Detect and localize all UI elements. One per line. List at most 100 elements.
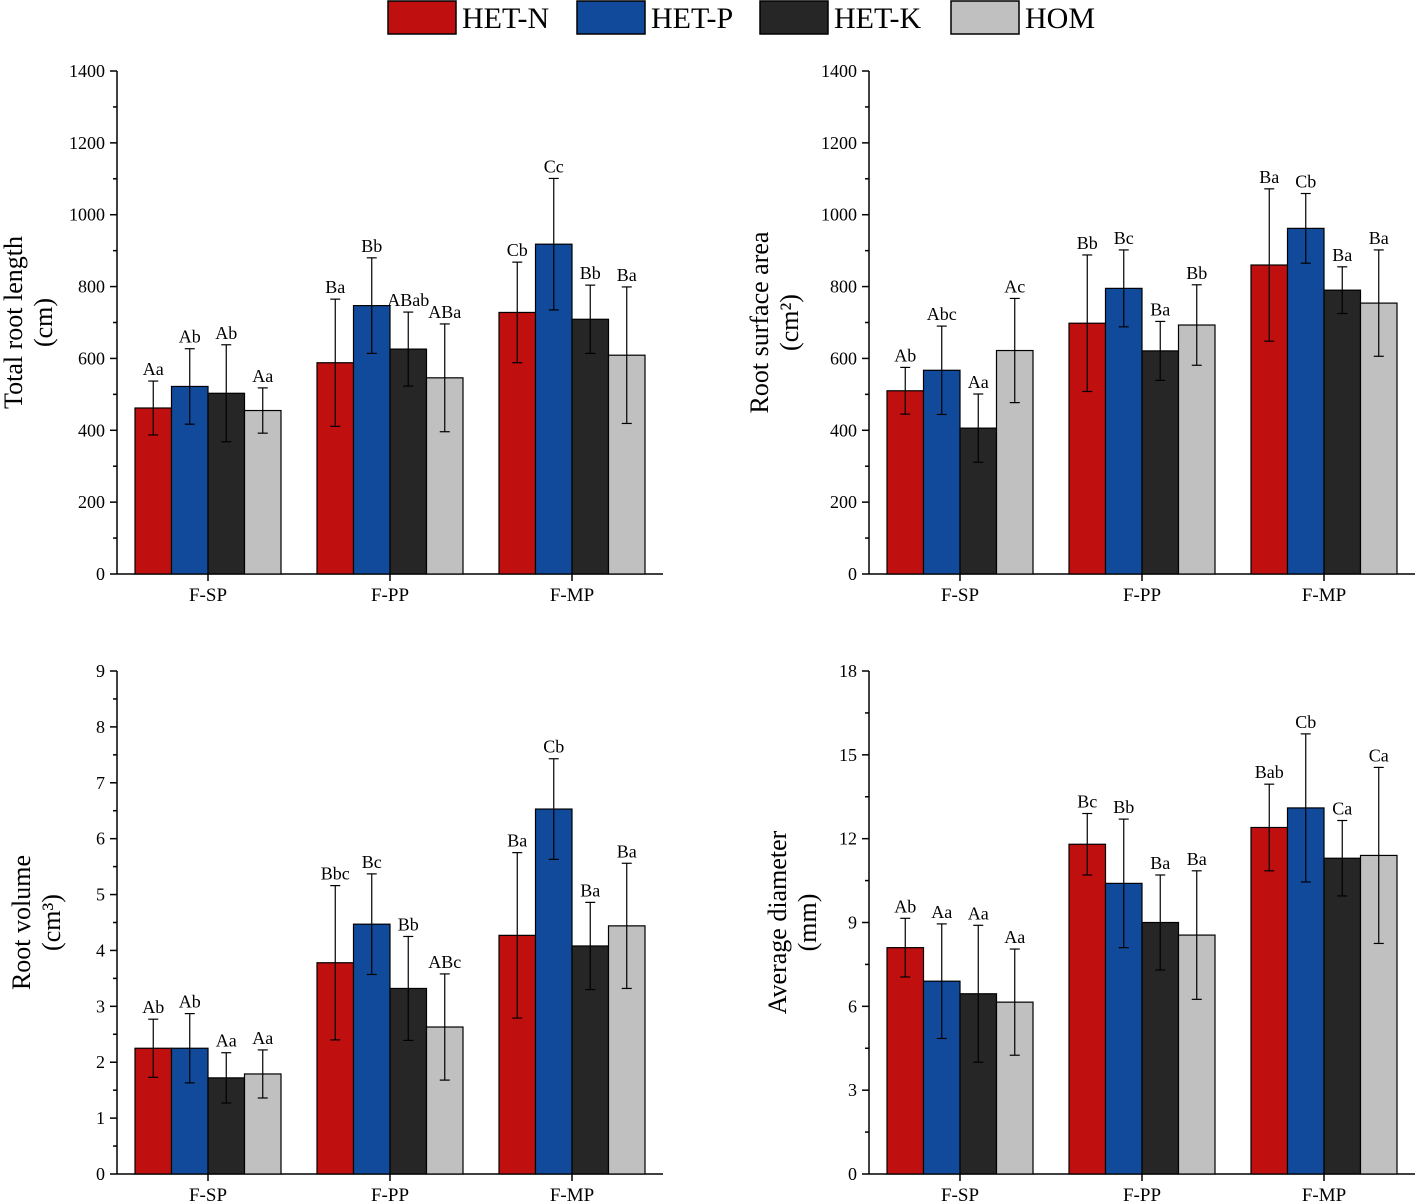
legend-item-hom: HOM: [950, 0, 1095, 35]
x-category-label-f-sp: F-SP: [941, 585, 979, 606]
bar-het-k-f-mp: [571, 318, 610, 575]
y-axis-unit: (cm): [29, 298, 58, 347]
significance-label: Aa: [968, 372, 989, 392]
y-tick-label: 0: [96, 1164, 105, 1184]
significance-label: Bc: [1114, 228, 1134, 248]
y-axis-title: Root volume: [7, 855, 36, 990]
y-tick-label: 400: [830, 420, 857, 440]
legend-label-hom: HOM: [1025, 2, 1095, 35]
significance-label: Cb: [507, 240, 528, 260]
legend-swatch-het-n: [387, 0, 457, 35]
significance-label: Cb: [543, 737, 564, 757]
bar-het-k-f-pp: [1141, 350, 1180, 575]
y-tick-label: 4: [96, 940, 105, 960]
y-tick-label: 8: [96, 717, 105, 737]
significance-label: Ba: [617, 841, 637, 861]
legend: HET-N HET-P HET-K HOM: [387, 0, 1095, 35]
significance-label: Cb: [1295, 172, 1316, 192]
significance-label: Ab: [894, 345, 916, 365]
significance-label: Aa: [143, 359, 164, 379]
significance-label: Ba: [325, 277, 345, 297]
significance-label: Ab: [894, 896, 916, 916]
significance-label: Ba: [580, 880, 600, 900]
bar-hom-f-sp: [243, 409, 282, 575]
significance-label: Bab: [1255, 762, 1284, 782]
y-axis-unit: (cm³): [37, 894, 66, 951]
x-category-label-f-pp: F-PP: [1123, 1185, 1161, 1202]
y-tick-label: 9: [848, 913, 857, 933]
x-category-label-f-mp: F-MP: [1302, 585, 1346, 606]
significance-label: Ac: [1004, 276, 1025, 296]
y-tick-label: 1000: [821, 205, 857, 225]
x-category-label-f-sp: F-SP: [189, 585, 227, 606]
bar-het-n-f-pp: [1068, 843, 1107, 1175]
y-axis-unit: (cm²): [775, 294, 804, 351]
legend-label-het-n: HET-N: [462, 2, 549, 35]
significance-label: Aa: [216, 1031, 237, 1051]
y-tick-label: 1: [96, 1108, 105, 1128]
y-tick-label: 1200: [69, 133, 105, 153]
bar-het-n-f-sp: [886, 390, 925, 575]
significance-label: ABc: [428, 952, 461, 972]
x-category-label-f-pp: F-PP: [371, 1185, 409, 1202]
bar-het-n-f-mp: [1250, 826, 1289, 1175]
x-category-label-f-sp: F-SP: [189, 1185, 227, 1202]
y-tick-label: 0: [848, 1164, 857, 1184]
significance-label: Bc: [362, 852, 382, 872]
significance-label: Ca: [1332, 799, 1352, 819]
panel-total-root-length: 0 200 400 600 800 1000 1200 1400 Total root leng…: [0, 61, 663, 606]
y-tick-label: 6: [96, 829, 105, 849]
legend-swatch-het-k: [759, 0, 829, 35]
legend-item-het-k: HET-K: [759, 0, 922, 35]
significance-label: Ab: [179, 327, 201, 347]
y-tick-label: 9: [96, 661, 105, 681]
significance-label: Aa: [252, 366, 273, 386]
x-category-label-f-pp: F-PP: [371, 585, 409, 606]
significance-label: Bb: [580, 263, 601, 283]
significance-label: Ba: [1369, 228, 1389, 248]
y-tick-label: 200: [830, 492, 857, 512]
legend-label-het-p: HET-P: [651, 2, 733, 35]
bar-hom-f-pp: [1177, 324, 1216, 575]
y-tick-label: 800: [830, 277, 857, 297]
y-axis-unit: (mm): [793, 894, 822, 952]
significance-label: Ba: [507, 831, 527, 851]
panel-root-volume: 0 1 2 3 4 5 6 7 8 9 Root volume (cm³) F-SP Ab Ab Aa Aa F-…: [7, 661, 663, 1202]
y-tick-label: 400: [78, 420, 105, 440]
y-tick-label: 600: [830, 348, 857, 368]
y-tick-label: 0: [96, 564, 105, 584]
significance-label: Cc: [544, 156, 564, 176]
y-tick-label: 3: [96, 996, 105, 1016]
legend-item-het-p: HET-P: [576, 0, 733, 35]
bar-het-k-f-mp: [1323, 289, 1362, 575]
significance-label: Ab: [215, 323, 237, 343]
significance-label: Bb: [398, 914, 419, 934]
significance-label: Ba: [1150, 299, 1170, 319]
panel-average-diameter: 0 3 6 9 12 15 18 Average diameter (mm) F-SP Ab Aa Aa…: [763, 661, 1415, 1202]
y-axis-title: Total root length: [0, 236, 28, 409]
y-tick-label: 1200: [821, 133, 857, 153]
y-tick-label: 600: [78, 348, 105, 368]
y-tick-label: 1400: [69, 61, 105, 81]
legend-item-het-n: HET-N: [387, 0, 549, 35]
significance-label: Ab: [142, 997, 164, 1017]
significance-label: Bb: [1186, 263, 1207, 283]
y-tick-label: 5: [96, 885, 105, 905]
y-tick-label: 3: [848, 1080, 857, 1100]
x-category-label-f-mp: F-MP: [550, 585, 594, 606]
y-tick-label: 12: [839, 829, 857, 849]
bar-het-p-f-pp: [1104, 287, 1143, 575]
bar-het-k-f-mp: [1323, 857, 1362, 1175]
significance-label: Ba: [1150, 853, 1170, 873]
legend-swatch-het-p: [576, 0, 646, 35]
y-tick-label: 18: [839, 661, 857, 681]
bar-het-p-f-mp: [534, 808, 573, 1175]
y-axis-title: Root surface area: [745, 231, 774, 413]
significance-label: Aa: [931, 902, 952, 922]
panel-root-surface-area: 0 200 400 600 800 1000 1200 1400 Root surface ar…: [745, 61, 1415, 606]
significance-label: Cb: [1295, 712, 1316, 732]
y-axis-title: Average diameter: [763, 830, 792, 1014]
bar-het-n-f-mp: [1250, 264, 1289, 575]
y-tick-label: 7: [96, 773, 105, 793]
y-tick-label: 6: [848, 996, 857, 1016]
